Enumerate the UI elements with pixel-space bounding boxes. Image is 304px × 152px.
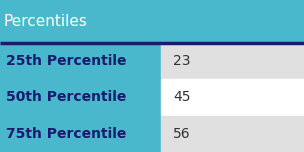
Bar bbox=[0, 116, 161, 152]
Text: 25th Percentile: 25th Percentile bbox=[6, 54, 126, 68]
Text: Percentiles: Percentiles bbox=[3, 14, 87, 29]
Text: 50th Percentile: 50th Percentile bbox=[6, 90, 126, 104]
Bar bbox=[0, 43, 161, 79]
Bar bbox=[161, 79, 304, 116]
Bar bbox=[0, 0, 304, 43]
Text: 45: 45 bbox=[173, 90, 191, 104]
Bar bbox=[0, 79, 161, 116]
Text: 56: 56 bbox=[173, 127, 191, 141]
Bar bbox=[161, 116, 304, 152]
Bar bbox=[161, 43, 304, 79]
Text: 75th Percentile: 75th Percentile bbox=[6, 127, 126, 141]
Text: 23: 23 bbox=[173, 54, 191, 68]
